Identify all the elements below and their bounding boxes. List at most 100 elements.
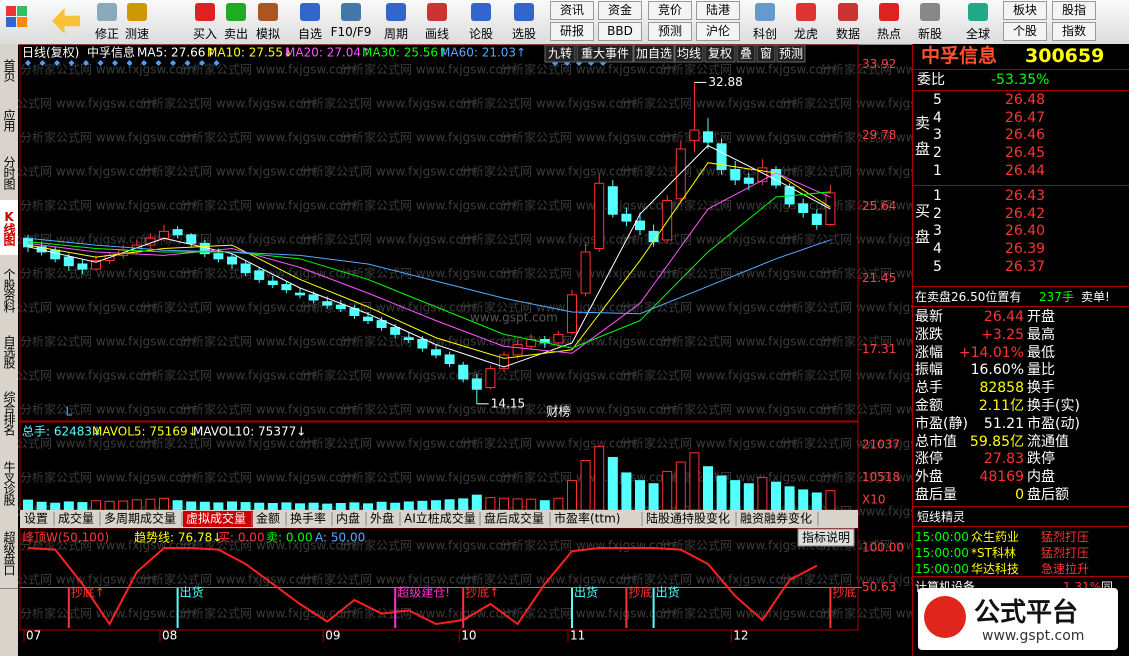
tab[interactable]: 换手率 <box>290 511 326 526</box>
tool-top[interactable]: 陆港 <box>696 1 740 20</box>
tab[interactable]: 盘后成交量 <box>484 511 544 526</box>
tab[interactable]: 内盘 <box>336 511 360 526</box>
y-tick-label: 10518 <box>862 470 900 484</box>
tab[interactable]: 金额 <box>256 511 280 526</box>
tab[interactable]: 外盘 <box>370 511 394 526</box>
side-tab[interactable]: 个股资料 <box>0 255 18 326</box>
tool-label[interactable]: 选股 <box>511 27 536 41</box>
tool-label[interactable]: 科创 <box>752 27 777 41</box>
side-tab[interactable]: 应用 <box>0 95 18 146</box>
tab[interactable]: 设置 <box>24 512 48 526</box>
tool-icon[interactable] <box>838 3 858 21</box>
tab[interactable]: 多周期成交量 <box>104 511 176 526</box>
chart-button[interactable]: 叠 <box>740 47 752 61</box>
tool-icon[interactable] <box>968 3 988 21</box>
chart-button[interactable]: 均线 <box>677 47 701 61</box>
diamond <box>155 60 162 66</box>
tool-label[interactable]: 全球 <box>965 27 990 41</box>
watermark: 分析家公式网 www.fxjgsw.com <box>820 334 912 349</box>
chart-header: 日线(复权) <box>22 46 79 60</box>
tool-label[interactable]: 热点 <box>876 27 901 41</box>
tool-bottom[interactable]: 预测 <box>648 22 692 41</box>
tab[interactable]: 融资融券变化 <box>740 511 812 526</box>
chart-button[interactable]: 九转 <box>548 46 572 61</box>
chart-button[interactable]: 加自选 <box>636 47 672 61</box>
watermark: 分析家公式网 www.fxjgsw.com <box>820 198 912 213</box>
volume-bar <box>784 486 795 511</box>
tool-label[interactable]: 自选 <box>297 27 322 41</box>
tool-label[interactable]: 数据 <box>835 27 860 41</box>
tool-icon[interactable] <box>258 3 278 21</box>
watermark: 分析家公式网 www.fxjgsw.com <box>20 62 195 77</box>
tool-icon[interactable] <box>796 3 816 21</box>
tool-icon[interactable] <box>879 3 899 21</box>
side-tab[interactable]: K线图 <box>0 200 18 256</box>
tab[interactable]: 虚拟成交量 <box>186 511 246 526</box>
candle-body <box>172 229 183 236</box>
back-arrow[interactable] <box>52 8 80 34</box>
side-tab[interactable]: 自选股 <box>0 325 18 379</box>
tool-bottom[interactable]: 沪伦 <box>696 22 740 41</box>
tool-top[interactable]: 股指 <box>1052 1 1096 20</box>
side-tab[interactable]: 超级盘口 <box>0 518 18 589</box>
tool-label[interactable]: 龙虎 <box>793 27 818 41</box>
tool-label[interactable]: 买入 <box>192 27 217 41</box>
tool-top[interactable]: 资金 <box>598 1 642 20</box>
watermark: 分析家公式网 www.fxjgsw.com <box>300 164 475 179</box>
tool-top[interactable]: 板块 <box>1003 1 1047 20</box>
tool-icon[interactable] <box>226 3 246 21</box>
volume-bar <box>703 466 713 511</box>
tool-bottom[interactable]: BBD <box>598 22 642 41</box>
stat-label: 盘后额 <box>1027 487 1069 503</box>
tab[interactable]: 陆股通持股变化 <box>646 511 730 526</box>
side-tab[interactable]: 综合排名 <box>0 378 18 449</box>
chart-button[interactable]: 重大事件 <box>581 47 629 61</box>
tool-bottom[interactable]: 个股 <box>1003 22 1047 41</box>
tool-label[interactable]: 修正 <box>94 27 119 41</box>
tool-icon[interactable] <box>471 3 491 21</box>
tool-top[interactable]: 资讯 <box>550 1 594 20</box>
indicator-button[interactable]: 指标说明 <box>802 530 850 545</box>
tab[interactable]: 市盈率(ttm) <box>554 511 620 526</box>
tool-icon[interactable] <box>300 3 320 21</box>
volume-bar <box>50 502 61 511</box>
side-tab[interactable]: 牛叉诊股 <box>0 448 18 519</box>
side-tab[interactable]: 首页 <box>0 44 18 96</box>
tool-label[interactable]: 卖出 <box>223 27 248 41</box>
tool-label[interactable]: 论股 <box>468 27 493 41</box>
tool-bottom[interactable]: 指数 <box>1052 22 1096 41</box>
tool-label[interactable]: 周期 <box>383 27 408 41</box>
volume-bar <box>594 446 605 511</box>
tool-icon[interactable] <box>127 3 147 21</box>
tool-icon[interactable] <box>427 3 447 21</box>
candle-body <box>77 263 88 270</box>
chart-button-bg <box>633 44 675 63</box>
buy-label: 买 <box>915 202 931 220</box>
tool-label[interactable]: 模拟 <box>255 27 280 41</box>
tool-label[interactable]: 画线 <box>424 27 449 41</box>
volume-bar <box>376 501 387 511</box>
chart-button[interactable]: 窗 <box>760 47 772 61</box>
tool-icon[interactable] <box>341 3 361 21</box>
tool-icon[interactable] <box>514 3 534 21</box>
tool-icon[interactable] <box>97 3 117 21</box>
tool-bottom[interactable]: 研报 <box>550 22 594 41</box>
chart-button[interactable]: 预测 <box>779 47 803 61</box>
watermark: 分析家公式网 www.fxjgsw.com <box>18 368 155 383</box>
candle-body <box>567 294 577 334</box>
tab[interactable]: 成交量 <box>58 511 94 526</box>
tool-icon[interactable] <box>920 3 940 21</box>
tool-top[interactable]: 竞价 <box>648 1 692 20</box>
side-tab[interactable]: 分时图 <box>0 145 18 201</box>
tool-label[interactable]: F10/F9 <box>330 25 372 39</box>
tool-icon[interactable] <box>195 3 215 21</box>
tool-label[interactable]: 新股 <box>917 27 942 41</box>
tab[interactable]: AI立桩成交量 <box>404 511 476 526</box>
diamond <box>68 60 75 66</box>
sell-level: 4 <box>933 109 942 126</box>
tool-icon[interactable] <box>755 3 775 21</box>
chart-button[interactable]: 复权 <box>708 47 732 61</box>
tool-icon[interactable] <box>386 3 406 21</box>
tool-label[interactable]: 测速 <box>124 27 149 41</box>
volume-bar <box>757 477 768 511</box>
